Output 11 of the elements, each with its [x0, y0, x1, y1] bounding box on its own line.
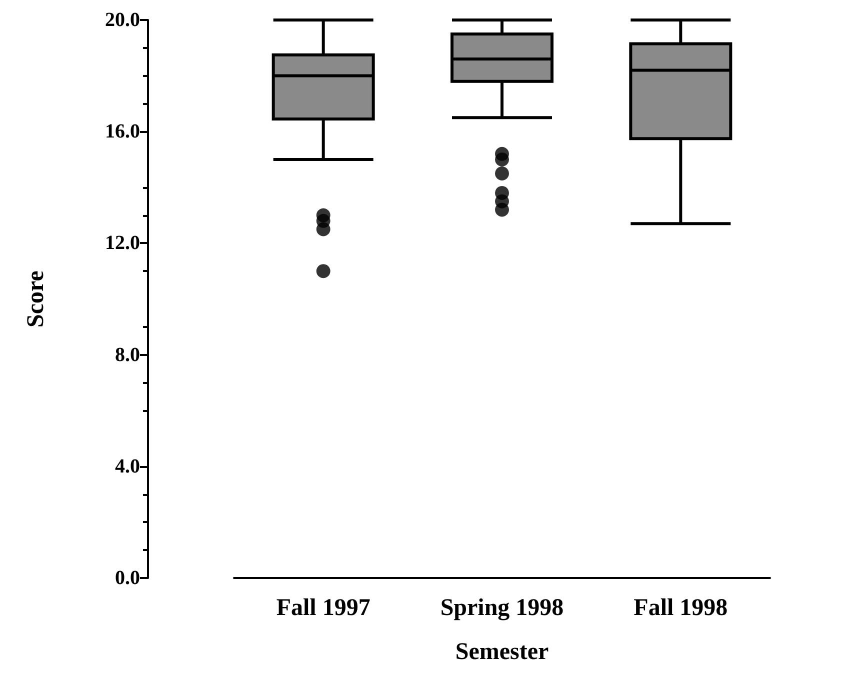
y-axis-title: Score [23, 270, 49, 328]
x-tick-label: Fall 1998 [634, 595, 728, 621]
y-tick-label: 8.0 [115, 344, 140, 366]
y-tick-label: 20.0 [105, 9, 140, 31]
y-tick-label: 4.0 [115, 455, 140, 478]
x-tick-label: Fall 1997 [276, 595, 370, 621]
x-tick-label: Spring 1998 [440, 595, 564, 621]
y-tick-label: 16.0 [105, 120, 140, 143]
y-tick-label: 12.0 [105, 232, 140, 254]
x-axis-title: Semester [455, 639, 549, 665]
y-tick-label: 0.0 [115, 567, 140, 589]
